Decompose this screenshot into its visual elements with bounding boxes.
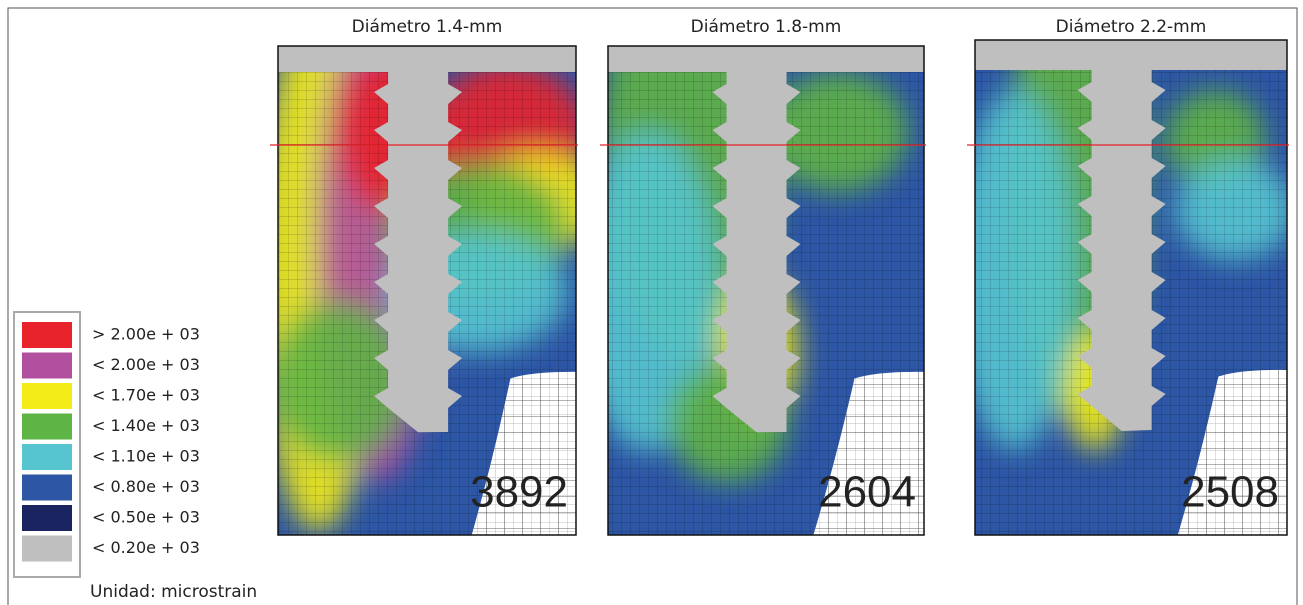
panel-title: Diámetro 1.8-mm — [691, 17, 842, 37]
legend-swatch — [22, 414, 72, 440]
figure: Unidad: microstrain > 2.00e + 03 < 2.00e … — [0, 0, 1303, 605]
top-bar — [278, 46, 576, 72]
top-bar — [975, 40, 1287, 70]
legend-swatch — [22, 353, 72, 379]
legend-label: < 2.00e + 03 — [92, 355, 200, 374]
panel-title: Diámetro 1.4-mm — [352, 17, 503, 37]
legend-label: < 1.70e + 03 — [92, 386, 200, 405]
legend-label: < 0.50e + 03 — [92, 508, 200, 527]
panel-value: 2604 — [818, 468, 916, 517]
top-bar — [608, 46, 924, 72]
legend-label: < 1.10e + 03 — [92, 447, 200, 466]
legend-swatch — [22, 322, 72, 348]
panel-value: 3892 — [470, 468, 568, 517]
legend-label: < 1.40e + 03 — [92, 416, 200, 435]
legend-swatch — [22, 444, 72, 470]
panel-value: 2508 — [1181, 468, 1279, 517]
panel-title: Diámetro 2.2-mm — [1056, 17, 1207, 37]
legend-label: < 0.80e + 03 — [92, 477, 200, 496]
legend-swatch — [22, 505, 72, 531]
legend-swatch — [22, 383, 72, 409]
legend-label: > 2.00e + 03 — [92, 325, 200, 344]
fea-image — [955, 0, 1303, 535]
legend-swatch — [22, 536, 72, 562]
legend-swatch — [22, 475, 72, 501]
legend-label: < 0.20e + 03 — [92, 538, 200, 557]
unit-label: Unidad: microstrain — [90, 582, 257, 602]
